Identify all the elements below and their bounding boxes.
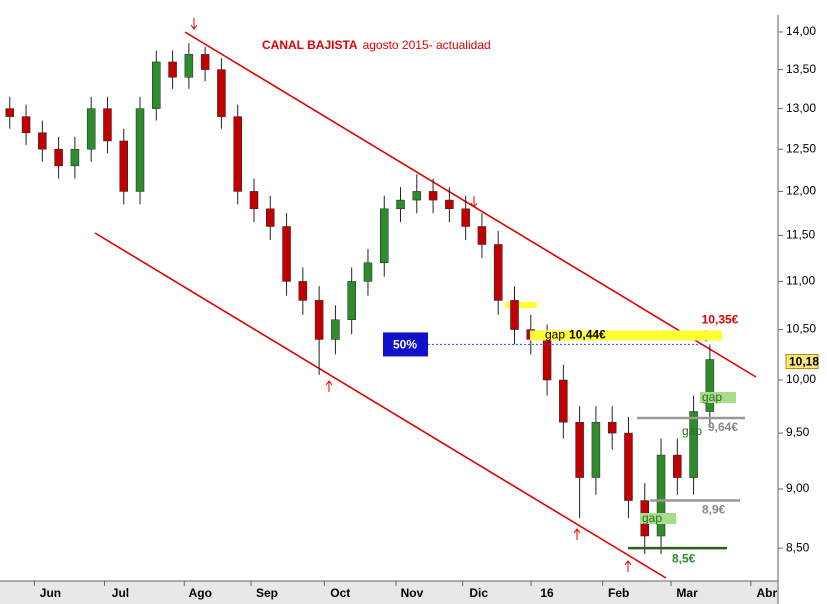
candle-body <box>217 69 226 117</box>
y-tick-label: 13,50 <box>786 62 816 76</box>
level-label: 10,44€ <box>569 328 606 342</box>
candle-body <box>152 61 161 109</box>
candle-body <box>412 191 422 201</box>
y-tick-label: 10,50 <box>786 322 816 336</box>
candle-body <box>119 140 128 192</box>
candle-body <box>135 108 145 192</box>
candle-body <box>510 300 519 330</box>
x-tick-label: Mar <box>676 586 698 600</box>
candle-body <box>445 199 454 210</box>
candle-body <box>656 454 666 537</box>
x-tick-label: Jun <box>40 586 61 600</box>
candle-body <box>396 199 405 210</box>
y-tick-label: 12,00 <box>786 184 816 198</box>
last-price-box <box>785 354 819 370</box>
candle-body <box>624 432 633 501</box>
y-tick-label: 14,00 <box>786 24 816 38</box>
candle-body <box>282 226 291 282</box>
x-tick-label: 16 <box>540 586 554 600</box>
x-tick-label: Sep <box>256 586 278 600</box>
gap-label: gap <box>702 390 722 404</box>
last-price-label: 10,18 <box>789 355 819 369</box>
fib-box <box>383 332 428 357</box>
candle-body <box>559 379 568 423</box>
candle-body <box>363 262 373 282</box>
level-label: 8,9€ <box>702 503 726 517</box>
subtitle: agosto 2015- actualidad <box>363 38 491 52</box>
candle-body <box>5 108 15 117</box>
gap-level-label: gap 10,44€ <box>545 328 606 342</box>
arrow <box>325 380 333 392</box>
gap-label: gap <box>545 328 565 342</box>
high-label: 10,35€ <box>702 313 739 327</box>
candle-body <box>477 226 487 245</box>
y-tick-label: 12,50 <box>786 141 816 155</box>
candle-body <box>607 421 617 434</box>
y-tick-label: 13,00 <box>786 101 816 115</box>
y-tick-label: 11,50 <box>786 228 815 242</box>
candle-body <box>542 339 552 381</box>
candle-body <box>673 454 682 478</box>
candle-body <box>461 208 470 227</box>
gap-label: gap <box>642 511 662 525</box>
x-tick-label: Abr <box>757 586 778 600</box>
arrow <box>573 528 581 540</box>
arrow <box>190 18 198 30</box>
x-tick-label: Dic <box>469 586 488 600</box>
level-label: 8,5€ <box>672 551 696 565</box>
candle-body <box>428 191 438 201</box>
level-band <box>530 330 722 341</box>
candle-body <box>233 116 242 192</box>
arrow <box>470 196 478 208</box>
x-tick-label: Feb <box>608 586 629 600</box>
title: CANAL BAJISTA <box>262 38 358 52</box>
candle-body <box>347 281 356 320</box>
candle-body <box>168 61 177 78</box>
candle-body <box>200 54 210 70</box>
x-tick-label: Oct <box>330 586 350 600</box>
candle-body <box>705 359 715 412</box>
candle-body <box>21 116 31 134</box>
x-tick-label: Nov <box>401 586 424 600</box>
fib-label: 50% <box>393 338 417 352</box>
candle-body <box>249 191 259 210</box>
x-tick-label: Ago <box>189 586 212 600</box>
candle-body <box>70 148 80 167</box>
channel-lower <box>94 232 667 579</box>
level-label: 9,64€ <box>708 420 738 434</box>
y-tick-label: 11,00 <box>786 274 815 288</box>
candle-body <box>266 208 275 227</box>
y-tick-label: 10,00 <box>786 372 816 386</box>
candle-body <box>54 148 63 167</box>
candle-body <box>298 281 308 301</box>
candle-body <box>103 108 112 142</box>
arrow <box>624 560 632 572</box>
candle-body <box>86 108 96 150</box>
candle-body <box>379 208 389 264</box>
gap-box <box>700 392 736 403</box>
x-axis-band <box>0 581 778 604</box>
gap-box <box>640 513 676 524</box>
x-tick-label: Jul <box>112 586 129 600</box>
candle-body <box>493 244 503 301</box>
candle-body <box>689 411 698 478</box>
y-tick-label: 9,00 <box>786 481 810 495</box>
candle-body <box>575 421 584 478</box>
candle-body <box>331 319 340 340</box>
gap-band-small <box>505 302 537 308</box>
channel-upper <box>184 31 757 378</box>
gap-label: gap <box>682 424 702 438</box>
y-tick-label: 8,50 <box>786 540 810 554</box>
candle-body <box>314 300 324 340</box>
y-tick-label: 9,50 <box>786 425 810 439</box>
candle-body <box>591 421 601 478</box>
chart-title: CANAL BAJISTA agosto 2015- actualidad <box>262 38 491 52</box>
candle-body <box>38 132 47 150</box>
candle-body <box>184 54 194 78</box>
